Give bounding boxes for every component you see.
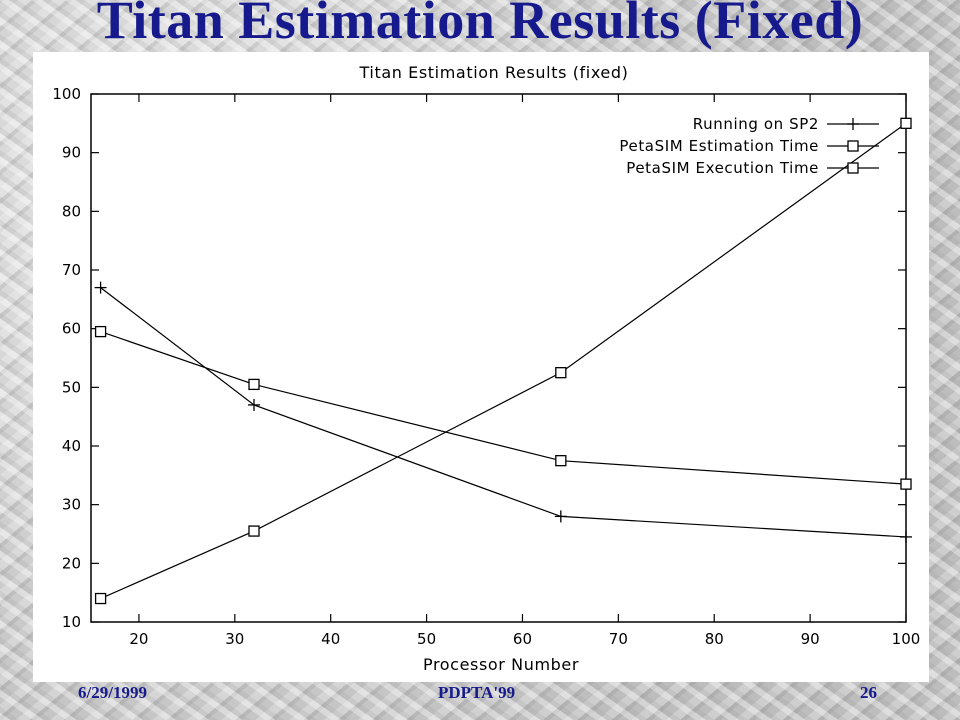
x-axis-label: Processor Number bbox=[423, 655, 579, 674]
y-tick-label: 50 bbox=[62, 378, 81, 396]
y-tick-label: 20 bbox=[62, 554, 81, 572]
y-axis: 10 20 30 40 50 60 70 80 90 100 bbox=[52, 85, 906, 631]
series-1-point bbox=[900, 530, 912, 543]
x-tick-label: 70 bbox=[609, 630, 628, 648]
series-line-3 bbox=[100, 122, 907, 600]
x-tick-label: 40 bbox=[321, 630, 340, 648]
x-tick-label: 90 bbox=[801, 630, 820, 648]
x-tick-label: 80 bbox=[705, 630, 724, 648]
legend-marker-1 bbox=[847, 118, 859, 130]
footer-page-number: 26 bbox=[860, 683, 877, 702]
y-tick-label: 100 bbox=[52, 85, 81, 103]
legend-label-2: PetaSIM Estimation Time bbox=[619, 137, 819, 155]
legend-label-1: Running on SP2 bbox=[693, 115, 819, 133]
y-tick-label: 80 bbox=[62, 202, 81, 220]
chart-title: Titan Estimation Results (fixed) bbox=[359, 63, 629, 82]
series-1-point bbox=[554, 510, 567, 523]
x-tick-label: 30 bbox=[225, 630, 244, 648]
x-tick-label: 50 bbox=[417, 630, 436, 648]
legend-label-3: PetaSIM Execution Time bbox=[626, 159, 819, 177]
series-3-point bbox=[248, 525, 260, 537]
series-2-point bbox=[94, 325, 107, 338]
x-tick-label: 60 bbox=[513, 630, 532, 648]
series-1-point bbox=[248, 398, 260, 411]
y-tick-label: 60 bbox=[62, 320, 81, 338]
series-3-point bbox=[555, 367, 567, 379]
y-tick-label: 10 bbox=[62, 613, 81, 631]
legend-marker-3 bbox=[847, 162, 859, 174]
y-tick-label: 90 bbox=[62, 144, 81, 162]
series-3-point bbox=[94, 592, 107, 605]
series-3-point bbox=[900, 117, 912, 129]
x-axis: 20 30 40 50 60 70 80 90 100 bbox=[129, 94, 920, 648]
slide-title: Titan Estimation Results (Fixed) bbox=[96, 0, 864, 50]
series-line-2 bbox=[100, 331, 907, 485]
plot-frame bbox=[90, 93, 907, 623]
legend-marker-2 bbox=[847, 140, 859, 152]
series-1-point bbox=[94, 281, 107, 294]
x-tick-label: 20 bbox=[129, 630, 148, 648]
series-2-point bbox=[555, 455, 567, 467]
line-chart: Titan Estimation Results (fixed) 20 30 40 5… bbox=[52, 63, 920, 674]
y-tick-label: 30 bbox=[62, 496, 81, 514]
series-lines bbox=[100, 122, 907, 600]
series-2-point bbox=[248, 378, 260, 391]
series-2-point bbox=[900, 478, 912, 490]
series-line-1 bbox=[100, 287, 907, 538]
footer-date: 6/29/1999 bbox=[78, 683, 147, 702]
chart-panel: Titan Estimation Results (fixed) 20 30 40 5… bbox=[33, 52, 929, 682]
x-tick-label: 100 bbox=[892, 630, 921, 648]
legend: Running on SP2 PetaSIM Estimation Time Pet… bbox=[619, 115, 879, 177]
footer-conference: PDPTA'99 bbox=[438, 683, 516, 702]
y-tick-label: 70 bbox=[62, 261, 81, 279]
y-tick-label: 40 bbox=[62, 437, 81, 455]
series-markers bbox=[94, 117, 912, 605]
